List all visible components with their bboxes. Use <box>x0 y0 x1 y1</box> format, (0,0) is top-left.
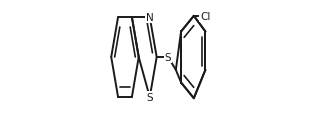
Text: N: N <box>146 13 154 23</box>
Text: S: S <box>147 92 153 102</box>
Text: S: S <box>165 53 171 62</box>
Text: Cl: Cl <box>200 12 211 22</box>
